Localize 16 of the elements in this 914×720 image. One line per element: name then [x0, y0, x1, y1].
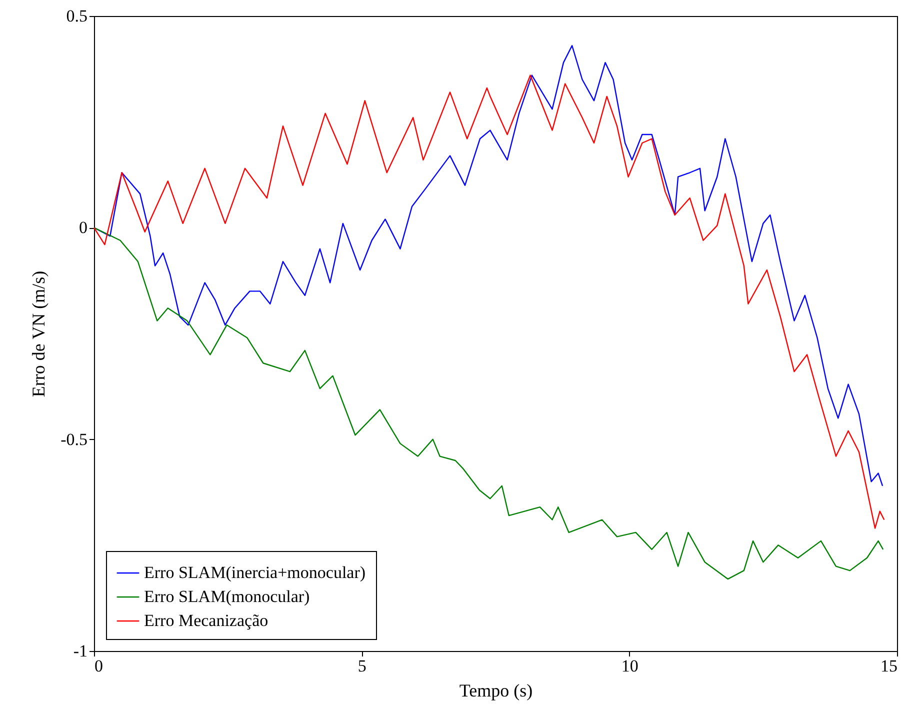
x-tick-label: 15 — [880, 656, 898, 676]
x-tick-label: 5 — [358, 656, 366, 676]
legend-label: Erro SLAM(inercia+monocular) — [144, 563, 366, 582]
y-tick-label: -0.5 — [60, 430, 88, 449]
x-axis-title: Tempo (s) — [459, 680, 533, 700]
line-series — [93, 45, 884, 486]
y-tick-label: 0.5 — [66, 6, 88, 26]
legend-label: Erro SLAM(monocular) — [144, 587, 310, 606]
x-tick-label: 10 — [621, 656, 638, 676]
y-tick-label: -1 — [73, 642, 88, 660]
line-series — [93, 227, 884, 580]
y-axis-title: Erro de VN (m/s) — [28, 270, 49, 398]
y-tick-label: 0 — [79, 218, 88, 238]
line-series — [93, 74, 885, 529]
legend-label: Erro Mecanização — [144, 611, 268, 630]
x-tick-label: 0 — [94, 656, 103, 676]
